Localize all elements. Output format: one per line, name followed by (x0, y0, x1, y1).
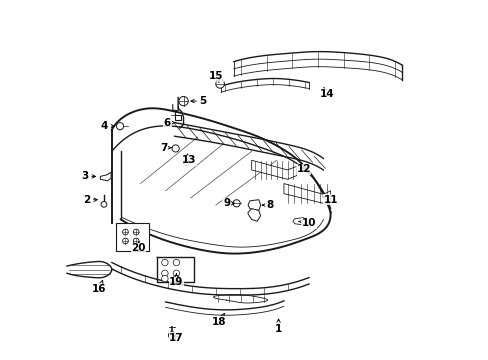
Circle shape (122, 238, 128, 244)
Polygon shape (247, 209, 260, 221)
Text: 3: 3 (81, 171, 95, 181)
Circle shape (168, 332, 175, 339)
Text: 9: 9 (223, 198, 234, 208)
Text: 14: 14 (319, 87, 334, 99)
Circle shape (122, 229, 128, 235)
Polygon shape (247, 200, 260, 211)
Circle shape (116, 123, 123, 130)
Circle shape (173, 275, 179, 282)
Polygon shape (251, 160, 296, 179)
Text: 4: 4 (101, 121, 114, 131)
Circle shape (215, 80, 224, 88)
Text: 17: 17 (169, 333, 183, 343)
Circle shape (252, 202, 258, 208)
Text: 13: 13 (182, 154, 196, 165)
Circle shape (233, 200, 240, 207)
Circle shape (162, 259, 168, 266)
Circle shape (183, 160, 189, 166)
Text: 5: 5 (190, 96, 206, 106)
Text: 2: 2 (83, 195, 97, 205)
Text: 12: 12 (296, 164, 310, 174)
Circle shape (162, 275, 168, 282)
Polygon shape (292, 218, 305, 225)
Circle shape (133, 238, 139, 244)
Text: 1: 1 (274, 319, 282, 334)
Text: 15: 15 (208, 71, 223, 82)
Text: 11: 11 (322, 195, 337, 205)
Text: 10: 10 (298, 218, 316, 228)
Circle shape (133, 229, 139, 235)
Text: 6: 6 (163, 118, 174, 128)
Circle shape (173, 270, 179, 276)
Circle shape (173, 259, 179, 266)
Text: 18: 18 (212, 314, 226, 327)
Text: 16: 16 (92, 280, 106, 294)
Text: 8: 8 (262, 200, 273, 210)
FancyBboxPatch shape (116, 223, 148, 251)
Text: 7: 7 (160, 143, 171, 153)
Polygon shape (284, 184, 330, 203)
Text: 20: 20 (131, 242, 145, 253)
Circle shape (179, 96, 188, 106)
Circle shape (172, 145, 179, 152)
Circle shape (162, 270, 168, 276)
Text: 19: 19 (169, 274, 183, 287)
Polygon shape (100, 172, 111, 181)
Circle shape (101, 202, 106, 207)
